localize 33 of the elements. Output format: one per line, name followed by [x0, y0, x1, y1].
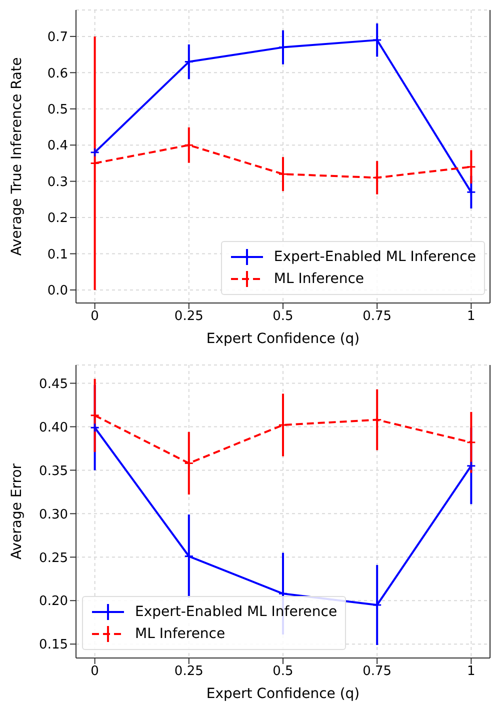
legend-label: ML Inference [135, 626, 226, 642]
y-tick-label: 0.7 [47, 30, 68, 46]
x-tick-label: 1 [467, 664, 476, 680]
y-tick-label: 0.25 [39, 550, 68, 566]
x-tick-label: 0.5 [272, 664, 294, 680]
x-tick-label: 0.25 [174, 664, 204, 680]
y-tick-label: 0.20 [39, 594, 68, 610]
x-axis-title: Expert Confidence (q) [206, 331, 360, 347]
x-axis-title: Expert Confidence (q) [206, 686, 360, 702]
y-tick-label: 0.35 [39, 464, 68, 479]
y-tick-label: 0.40 [39, 420, 68, 436]
y-tick-label: 0.3 [47, 174, 68, 190]
y-tick-label: 0.2 [47, 211, 68, 226]
x-tick-label: 0 [90, 309, 99, 324]
y-axis-title: Average True Inference Rate [8, 57, 25, 256]
y-tick-label: 0.4 [47, 138, 68, 154]
legend-label: Expert-Enabled ML Inference [274, 249, 476, 265]
y-tick-label: 0.45 [39, 376, 68, 392]
x-tick-label: 0.75 [362, 309, 392, 324]
x-tick-label: 0.25 [174, 309, 204, 324]
y-tick-label: 0.6 [47, 66, 68, 82]
legend-label: Expert-Enabled ML Inference [135, 604, 338, 620]
legend-label: ML Inference [274, 271, 364, 287]
y-axis-title: Average Error [8, 463, 25, 560]
y-tick-label: 0.15 [39, 638, 68, 653]
x-tick-label: 0.5 [272, 309, 294, 324]
x-tick-label: 0 [90, 664, 99, 680]
y-tick-label: 0.1 [47, 247, 68, 262]
x-tick-label: 1 [467, 309, 476, 324]
y-tick-label: 0.5 [47, 102, 68, 118]
y-tick-label: 0.30 [39, 507, 68, 522]
y-tick-label: 0.0 [47, 284, 68, 299]
x-tick-label: 0.75 [362, 664, 392, 680]
